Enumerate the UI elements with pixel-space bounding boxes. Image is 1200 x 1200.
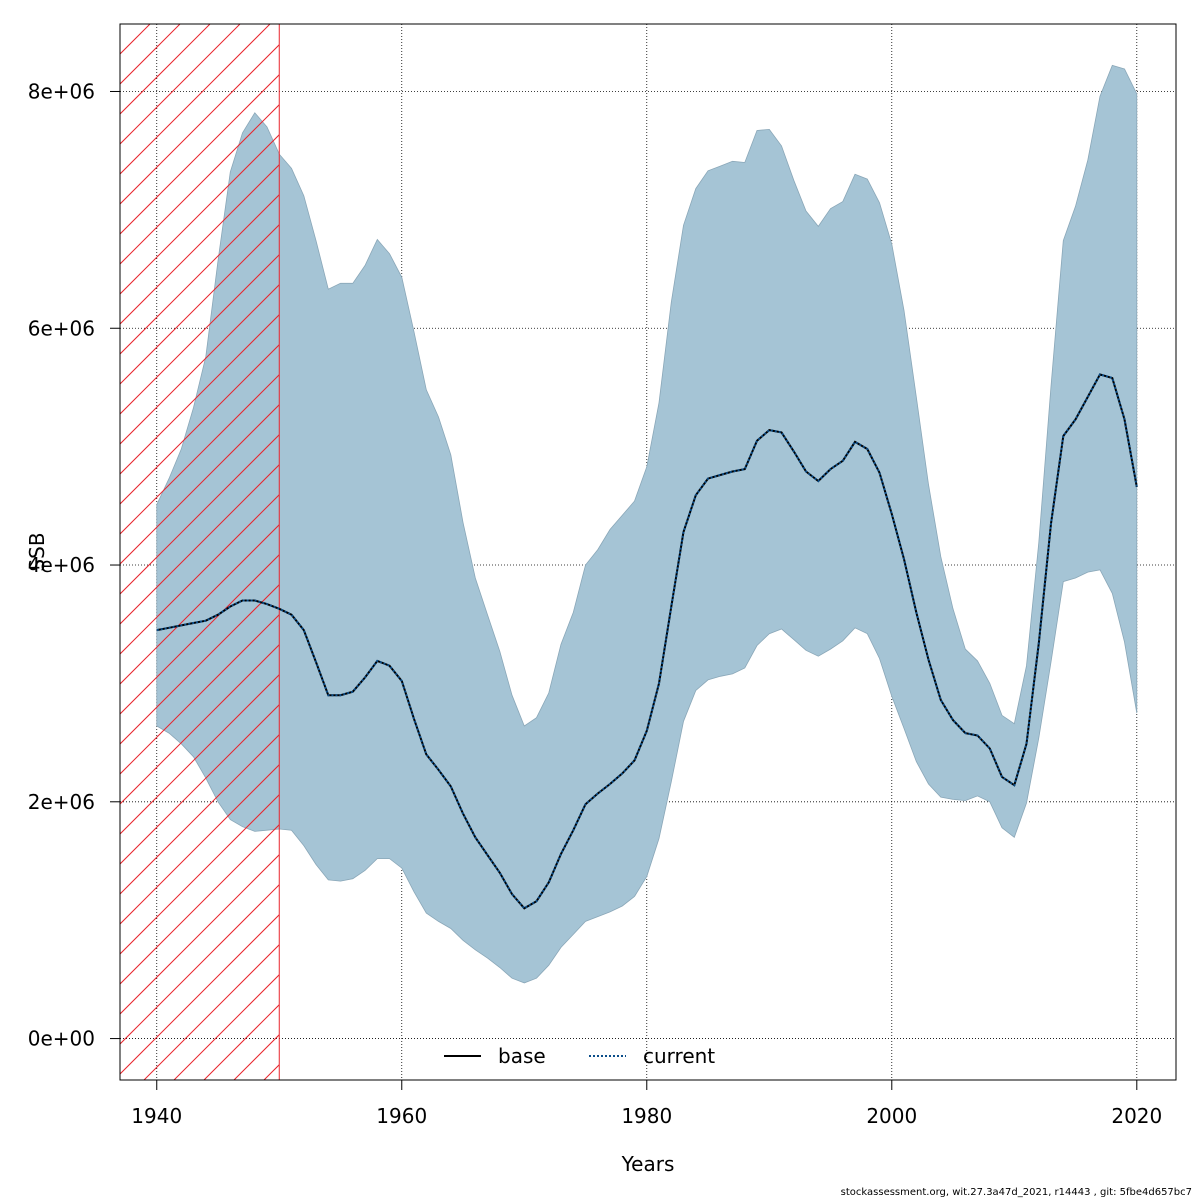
hatched-period xyxy=(120,24,1200,1080)
hatch-line xyxy=(120,824,280,985)
y-tick-label-4: 8e+06 xyxy=(28,79,95,103)
x-axis-title: Years xyxy=(621,1152,675,1176)
y-axis-title: SSB xyxy=(25,532,49,571)
hatch-line xyxy=(120,74,280,235)
hatch-line xyxy=(120,44,280,205)
hatch-line xyxy=(120,464,280,625)
x-tick-label-2: 1980 xyxy=(621,1104,672,1128)
series-lines xyxy=(156,373,1138,910)
hatch-line xyxy=(120,104,280,265)
confidence-band xyxy=(156,64,1138,984)
hatch-line xyxy=(120,434,280,595)
x-tick-label-3: 2000 xyxy=(866,1104,917,1128)
hatch-line xyxy=(120,24,151,55)
hatch-line xyxy=(120,164,280,325)
hatch-line xyxy=(120,404,280,565)
hatch-line xyxy=(120,764,280,925)
footer-credit: stockassessment.org, wit.27.3a47d_2021, … xyxy=(840,1187,1192,1198)
y-tick-label-0: 0e+00 xyxy=(28,1027,95,1051)
x-tick-label-0: 1940 xyxy=(131,1104,182,1128)
hatch-line xyxy=(1134,24,1200,1080)
x-tick-label-1: 1960 xyxy=(376,1104,427,1128)
hatch-line xyxy=(120,134,280,295)
hatch-line xyxy=(120,794,280,955)
y-axis: 0e+00 2e+06 4e+06 6e+06 8e+06 xyxy=(28,79,121,1051)
x-tick-label-4: 2020 xyxy=(1111,1104,1162,1128)
y-tick-label-2: 4e+06 xyxy=(28,553,95,577)
x-axis: 1940 1960 1980 2000 2020 xyxy=(131,1079,1162,1128)
hatch-line xyxy=(120,494,280,655)
legend: base current xyxy=(444,1044,715,1068)
y-tick-label-1: 2e+06 xyxy=(28,790,95,814)
hatch-line xyxy=(1194,24,1200,1080)
hatch-line xyxy=(120,194,280,355)
legend-base-label: base xyxy=(498,1044,546,1068)
y-tick-label-3: 6e+06 xyxy=(28,316,95,340)
series-line-current xyxy=(156,373,1138,910)
legend-current-label: current xyxy=(643,1044,715,1068)
hatch-line xyxy=(120,854,280,1015)
hatch-line xyxy=(120,884,280,1045)
hatch-line xyxy=(1164,24,1200,1080)
hatch-line xyxy=(120,524,280,685)
hatch-line xyxy=(120,24,121,25)
